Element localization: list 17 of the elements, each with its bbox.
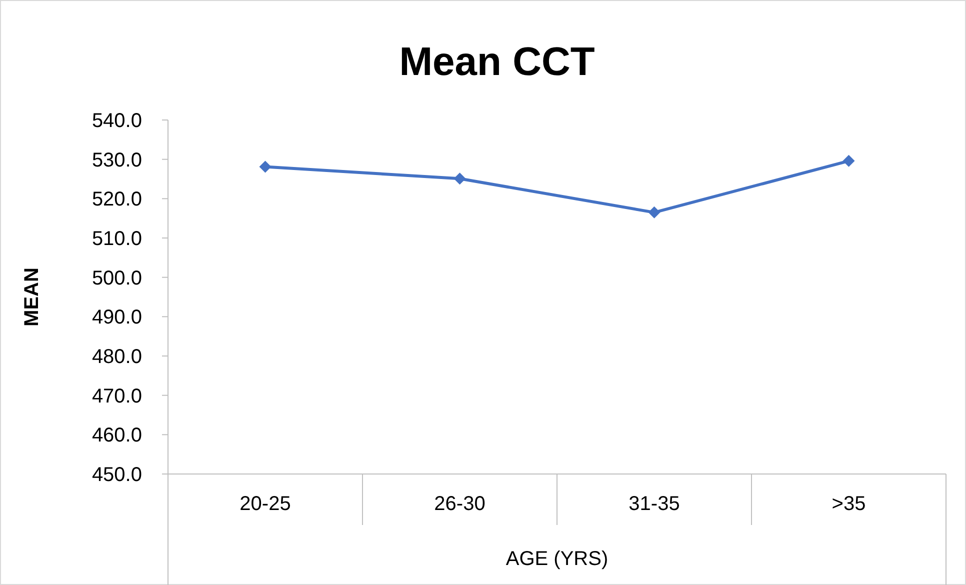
y-tick-label: 510.0 (92, 228, 142, 250)
x-tick-label: 26-30 (434, 493, 486, 515)
x-axis-title: AGE (YRS) (506, 548, 608, 570)
y-tick-label: 540.0 (92, 110, 142, 132)
y-tick-label: 490.0 (92, 306, 142, 329)
y-tick-label: 520.0 (92, 188, 142, 211)
x-tick-label: 20-25 (240, 493, 291, 515)
chart-title: Mean CCT (399, 40, 595, 84)
y-tick-label: 530.0 (92, 149, 142, 172)
y-tick-label: 480.0 (92, 346, 142, 368)
y-tick-label: 460.0 (92, 424, 142, 447)
y-tick-label: 470.0 (92, 385, 142, 408)
y-tick-label: 500.0 (92, 267, 142, 290)
x-tick-label: >35 (832, 493, 866, 515)
y-tick-label: 450.0 (92, 464, 142, 486)
y-axis-title: MEAN (21, 268, 43, 326)
x-tick-label: 31-35 (628, 493, 680, 515)
